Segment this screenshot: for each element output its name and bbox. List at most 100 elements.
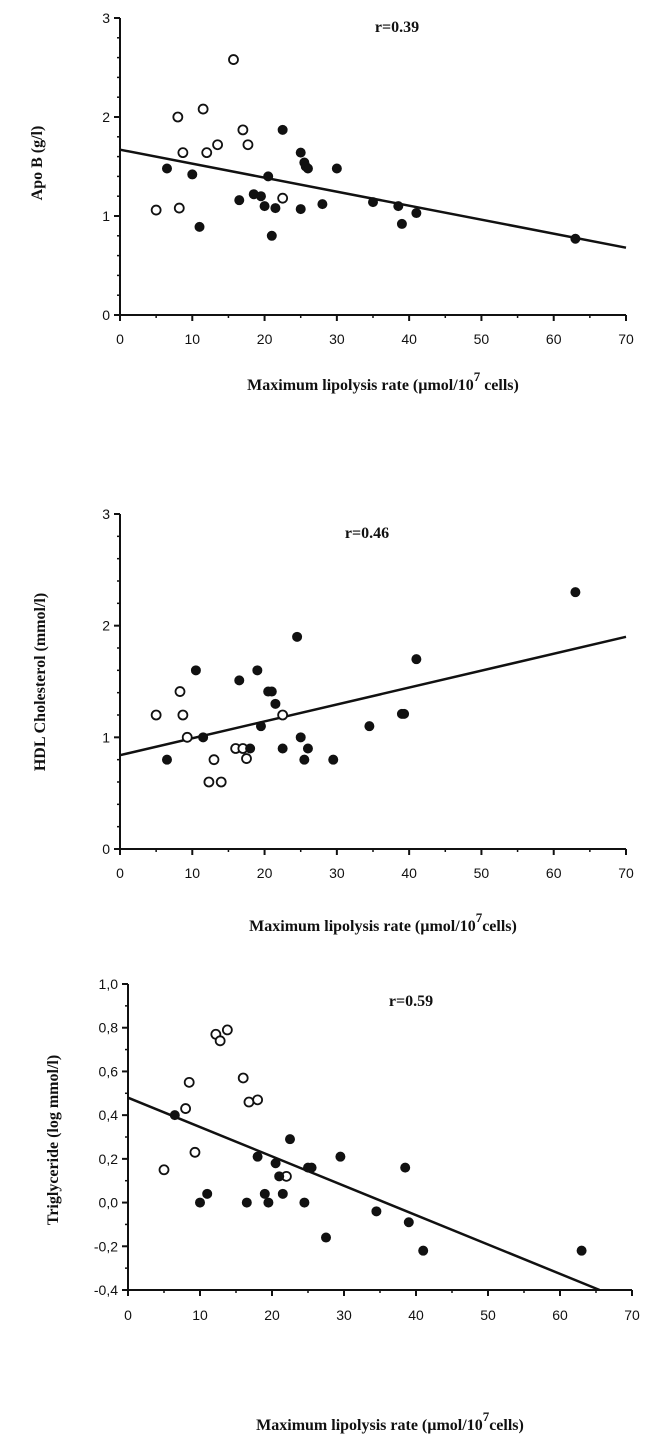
x-axis-label-main: Maximum lipolysis rate (µmol/10 <box>247 377 474 394</box>
x-tick-label: 10 <box>184 865 200 881</box>
data-point-filled <box>187 169 198 180</box>
data-point-filled <box>328 754 339 765</box>
data-point-filled <box>418 1245 429 1256</box>
data-point-open <box>237 124 249 136</box>
data-point-filled <box>364 721 375 732</box>
x-tick-label: 20 <box>264 1307 280 1323</box>
data-point-filled <box>198 732 209 743</box>
data-point-filled <box>371 1206 382 1217</box>
x-tick-label: 10 <box>184 331 200 347</box>
data-point-filled <box>399 708 410 719</box>
data-point-filled <box>277 743 288 754</box>
y-axis-label: HDL Cholesterol (mmol/l) <box>32 593 49 771</box>
correlation-label: r=0.46 <box>345 525 389 542</box>
data-point-open <box>215 776 227 788</box>
regression-line <box>127 1096 601 1292</box>
data-point-open <box>242 139 254 151</box>
data-point-filled <box>194 221 205 232</box>
chart-panel-3: -0,4 -0,2 0,0 0,2 0,4 0,6 0,8 1,0 0 10 20 30 40 50 60 7… <box>45 976 640 1434</box>
data-point-filled <box>195 1197 205 1208</box>
data-point-filled <box>169 1110 180 1121</box>
data-point-filled <box>252 665 263 676</box>
x-tick-label: 0 <box>116 331 124 347</box>
data-point-filled <box>255 191 266 202</box>
x-tick-label: 20 <box>257 331 273 347</box>
x-axis-label-exponent: 7 <box>476 910 483 925</box>
x-tick-label: 50 <box>474 331 490 347</box>
x-axis-label-main: Maximum lipolysis rate (µmol/10 <box>249 918 476 935</box>
y-tick-label: 2 <box>102 618 110 634</box>
data-point-open <box>214 1035 226 1047</box>
data-point-filled <box>270 1158 281 1169</box>
data-point-filled <box>252 1151 263 1162</box>
x-tick-label: 10 <box>192 1307 208 1323</box>
y-tick-label: 0 <box>102 307 110 323</box>
data-point-filled <box>321 1232 331 1243</box>
data-point-filled <box>277 124 288 135</box>
y-tick-label: 0 <box>102 841 110 857</box>
data-point-filled <box>266 686 277 697</box>
x-tick-label: 50 <box>474 865 490 881</box>
y-tick-label: 1 <box>102 208 110 224</box>
data-point-filled <box>266 230 277 241</box>
data-point-filled <box>411 654 422 665</box>
x-axis-label-exponent: 7 <box>474 369 481 384</box>
x-tick-label: 70 <box>618 865 634 881</box>
data-point-open <box>212 139 223 151</box>
data-point-filled <box>292 631 303 642</box>
data-point-filled <box>368 197 378 208</box>
data-point-filled <box>570 233 581 244</box>
x-tick-label: 60 <box>546 331 562 347</box>
x-tick-label: 60 <box>546 865 562 881</box>
y-axis-label: Triglyceride (log mmol/l) <box>45 1055 62 1225</box>
y-tick-label: 0,6 <box>99 1063 119 1079</box>
x-axis-label: Maximum lipolysis rate (µmol/107cells) <box>249 910 517 935</box>
data-point-open <box>277 709 289 721</box>
x-axis-label: Maximum lipolysis rate (µmol/107cells) <box>256 1409 524 1434</box>
correlation-label: r=0.59 <box>389 993 433 1010</box>
x-axis-label-unit: cells) <box>489 1417 524 1434</box>
data-point-open <box>243 1096 255 1108</box>
regression-line <box>119 635 627 757</box>
data-point-open <box>201 147 213 159</box>
data-point-open <box>241 753 252 764</box>
data-point-filled <box>295 732 306 743</box>
data-point-open <box>180 1103 192 1114</box>
y-tick-label: -0,2 <box>94 1238 118 1254</box>
x-axis-label-unit: cells) <box>482 918 517 935</box>
data-point-filled <box>270 203 281 214</box>
data-point-filled <box>234 675 245 686</box>
x-axis-label-unit: cells) <box>480 377 519 394</box>
y-tick-label: 0,2 <box>99 1151 119 1167</box>
data-point-filled <box>241 1197 252 1208</box>
x-tick-label: 20 <box>257 865 273 881</box>
data-point-filled <box>274 1171 285 1182</box>
data-point-filled <box>335 1151 346 1162</box>
x-axis-label-exponent: 7 <box>483 1409 490 1424</box>
data-point-open <box>252 1094 264 1106</box>
data-point-filled <box>393 201 404 212</box>
data-point-open <box>277 192 289 204</box>
correlation-label: r=0.39 <box>375 19 419 36</box>
x-axis-label-main: Maximum lipolysis rate (µmol/10 <box>256 1417 483 1434</box>
data-point-filled <box>285 1134 295 1145</box>
y-tick-label: 0,0 <box>99 1195 119 1211</box>
data-point-filled <box>259 1188 270 1199</box>
x-tick-label: 0 <box>124 1307 132 1323</box>
y-tick-label: -0,4 <box>94 1282 118 1298</box>
y-tick-label: 3 <box>102 506 110 522</box>
x-axis-label: Maximum lipolysis rate (µmol/107 cells) <box>247 369 519 394</box>
data-point-filled <box>411 208 422 219</box>
data-point-open <box>158 1164 170 1176</box>
x-tick-label: 60 <box>552 1307 568 1323</box>
x-tick-label: 40 <box>408 1307 424 1323</box>
data-point-open <box>237 1072 249 1084</box>
data-point-open <box>221 1024 233 1036</box>
x-tick-label: 0 <box>116 865 124 881</box>
data-point-open <box>150 204 162 216</box>
x-tick-label: 50 <box>480 1307 496 1323</box>
y-axis-label: Apo B (g/l) <box>29 126 46 201</box>
x-tick-label: 30 <box>329 865 345 881</box>
